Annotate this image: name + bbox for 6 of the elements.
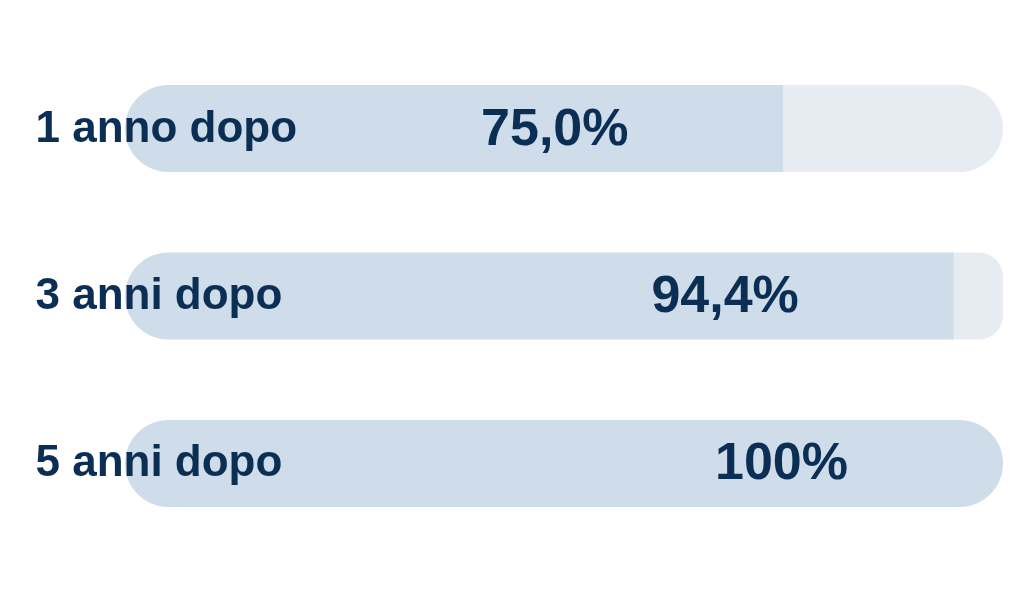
y-tick-label: 1 anno dopo bbox=[35, 101, 298, 151]
data-label: 75,0% bbox=[481, 97, 629, 156]
data-label: 100% bbox=[715, 432, 848, 491]
y-tick-label: 3 anni dopo bbox=[35, 269, 283, 318]
y-tick-label: 5 anni dopo bbox=[35, 436, 283, 486]
data-label: 94,4% bbox=[651, 265, 799, 323]
